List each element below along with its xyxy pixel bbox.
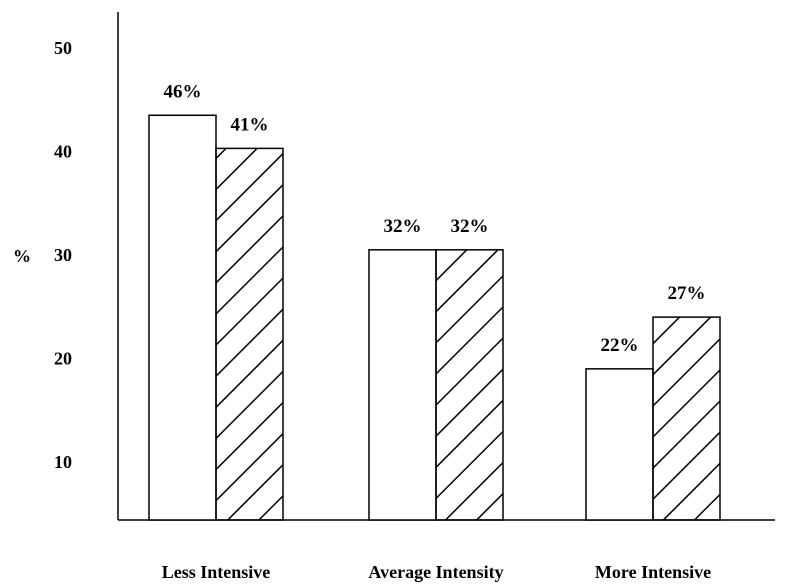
bar-hatched-2: [435, 249, 504, 521]
bars: [148, 114, 721, 521]
category-label: Less Intensive: [162, 562, 271, 582]
category-label: More Intensive: [595, 562, 711, 582]
y-axis-label: %: [13, 246, 31, 266]
y-tick-label: 30: [54, 245, 72, 265]
category-label: Average Intensity: [368, 562, 503, 582]
bar-hatch-fill: [216, 148, 283, 520]
bar-plain-2: [368, 249, 437, 521]
bar-hatch-fill: [436, 249, 503, 520]
data-label: 32%: [451, 216, 489, 237]
labels: 46% 41% Less Intensive 32% 32% Average Intens…: [162, 81, 711, 582]
bar-hatched-3: [652, 316, 721, 521]
bar-plain-1: [148, 114, 217, 521]
data-label: 22%: [601, 335, 639, 356]
data-label: 27%: [668, 283, 706, 304]
bar-plain-3: [585, 368, 654, 521]
bar-hatch-fill: [653, 317, 720, 520]
data-label: 32%: [384, 216, 422, 237]
data-label: 41%: [231, 114, 269, 135]
data-label: 46%: [164, 81, 202, 102]
y-tick-label: 10: [54, 452, 72, 472]
y-tick-label: 40: [54, 142, 72, 162]
y-tick-label: 20: [54, 349, 72, 369]
bar-hatched-1: [215, 147, 284, 521]
y-tick-label: 50: [54, 38, 72, 58]
